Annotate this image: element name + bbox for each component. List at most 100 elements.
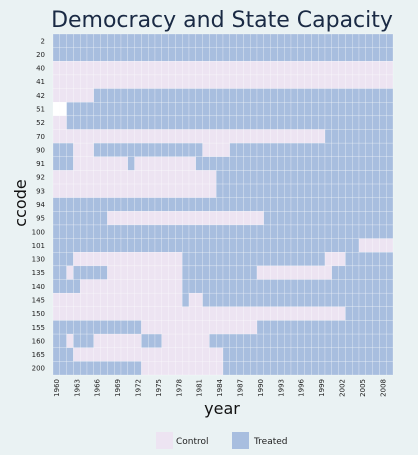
heatmap-cell [379,197,387,212]
heatmap-cell [52,238,61,253]
heatmap-cell [277,197,285,212]
heatmap-cell [188,101,197,117]
heatmap-cell [284,306,292,321]
heatmap-cell [297,115,305,130]
heatmap-cell [236,115,244,130]
heatmap-cell [147,252,156,267]
heatmap-cell [188,238,197,253]
heatmap-cell [134,74,142,89]
heatmap-cell [209,333,217,348]
heatmap-cell [297,347,305,362]
heatmap-cell [127,74,135,89]
heatmap-cell [120,101,129,117]
heatmap-cell [229,347,237,362]
heatmap-cell [100,211,108,226]
heatmap-cell [168,265,176,280]
heatmap-cell [59,265,67,280]
heatmap-cell [209,88,217,103]
heatmap-cell [59,142,67,157]
heatmap-cell [324,61,333,76]
heatmap-cell [209,47,217,62]
heatmap-cell [256,74,265,89]
heatmap-cell [358,320,367,335]
heatmap-cell [311,61,319,76]
heatmap-cell [134,265,142,280]
heatmap-cell [331,61,339,76]
heatmap-cell [73,33,81,48]
heatmap-cell [100,197,108,212]
heatmap-cell [297,61,305,76]
heatmap-cell [66,88,74,103]
heatmap-cell [338,101,346,117]
heatmap-cell [202,265,210,280]
heatmap-cell [222,183,231,198]
x-tick-label: 1972 [135,379,143,397]
heatmap-cell [318,156,326,171]
heatmap-cell [304,224,312,239]
heatmap-cell [284,361,292,376]
heatmap-cell [358,47,367,62]
heatmap-cell [386,115,394,130]
heatmap-cell [318,115,326,130]
heatmap-cell [202,252,210,267]
heatmap-cell [79,238,88,253]
heatmap-cell [93,115,101,130]
heatmap-cell [297,129,305,144]
heatmap-cell [365,156,373,171]
heatmap-cell [236,361,244,376]
heatmap-cell [175,183,183,198]
heatmap-cell [107,333,115,348]
heatmap-cell [352,347,360,362]
heatmap-cell [352,238,360,253]
heatmap-cell [331,129,339,144]
heatmap-cell [338,197,346,212]
heatmap-cell [93,88,101,103]
heatmap-cell [209,142,217,157]
heatmap-cell [256,211,265,226]
heatmap-cell [175,142,183,157]
heatmap-cell [229,74,237,89]
heatmap-cell [352,88,360,103]
y-tick-label: 150 [32,310,45,318]
heatmap-cell [86,61,95,76]
heatmap-cell [229,320,237,335]
heatmap-cell [290,361,299,376]
heatmap-cell [270,129,278,144]
heatmap-cell [249,211,258,226]
heatmap-cell [229,361,237,376]
heatmap-cell [113,333,122,348]
heatmap-cell [352,197,360,212]
heatmap-cell [222,170,231,185]
heatmap-cell [147,224,156,239]
heatmap-cell [127,183,135,198]
heatmap-cell [311,279,319,294]
heatmap-cell [195,142,203,157]
heatmap-cell [256,88,265,103]
heatmap-cell [236,320,244,335]
heatmap-cell [188,265,197,280]
heatmap-cell [52,333,61,348]
heatmap-cell [52,129,61,144]
heatmap-cell [270,265,278,280]
heatmap-cell [141,333,149,348]
heatmap-cell [358,279,367,294]
heatmap-cell [66,347,74,362]
heatmap-cell [263,61,271,76]
legend-swatch-treated [232,432,249,449]
heatmap-cell [93,306,101,321]
heatmap-cell [175,47,183,62]
heatmap-cell [229,170,237,185]
heatmap-cell [59,347,67,362]
heatmap-cell [161,183,169,198]
heatmap-cell [236,183,244,198]
heatmap-cell [352,183,360,198]
heatmap-cell [147,361,156,376]
heatmap-cell [270,183,278,198]
heatmap-cell [181,88,190,103]
heatmap-cell [379,142,387,157]
y-tick-label: 20 [36,51,45,59]
heatmap-cell [66,238,74,253]
heatmap-cell [229,183,237,198]
heatmap-cell [236,333,244,348]
heatmap-cell [284,142,292,157]
